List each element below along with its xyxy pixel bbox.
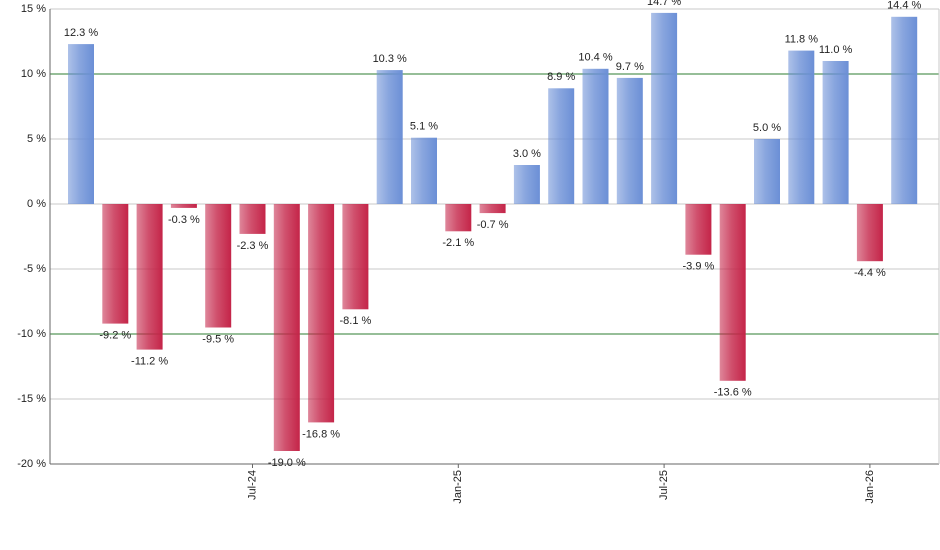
value-label: 8.9 % <box>547 71 575 83</box>
y-tick-label: 15 % <box>21 3 46 15</box>
bar <box>239 204 266 234</box>
value-label: 14.7 % <box>647 0 681 8</box>
bar <box>719 204 746 381</box>
value-label: 5.0 % <box>753 122 781 134</box>
value-label: -0.3 % <box>168 214 200 226</box>
bar <box>376 70 403 204</box>
x-tick-label: Jul-25 <box>658 470 670 500</box>
value-label: -11.2 % <box>131 356 168 368</box>
x-tick-label: Jul-24 <box>246 470 258 500</box>
bar <box>68 44 94 204</box>
bar <box>205 204 232 328</box>
bar <box>342 204 369 310</box>
y-tick-label: -20 % <box>17 458 46 470</box>
bar <box>136 204 163 350</box>
bar <box>273 204 300 451</box>
y-tick-label: 10 % <box>21 68 46 80</box>
y-tick-label: -10 % <box>17 328 46 340</box>
value-label: -0.7 % <box>477 219 509 231</box>
value-label: -19.0 % <box>268 457 306 469</box>
bar <box>308 204 335 423</box>
value-label: 5.1 % <box>410 121 438 133</box>
bar <box>513 165 540 204</box>
value-label: 10.3 % <box>373 53 407 65</box>
bar <box>548 88 575 204</box>
x-tick-label: Jan-25 <box>452 470 464 504</box>
value-label: 10.4 % <box>578 52 612 64</box>
value-label: -13.6 % <box>714 387 752 399</box>
y-tick-label: 5 % <box>27 133 46 145</box>
bar <box>582 68 609 204</box>
value-label: 14.4 % <box>887 0 921 12</box>
value-label: 11.8 % <box>785 34 819 46</box>
value-label: 12.3 % <box>64 27 98 39</box>
bar <box>754 139 780 204</box>
value-label: 3.0 % <box>513 148 541 160</box>
bar <box>102 204 129 324</box>
y-tick-label: -5 % <box>23 263 46 275</box>
bar <box>856 204 883 262</box>
value-label: -9.5 % <box>202 333 234 345</box>
value-label: -4.4 % <box>854 267 886 279</box>
bar <box>822 61 849 204</box>
bar <box>411 137 437 204</box>
bar <box>170 204 197 208</box>
x-tick-label: Jan-26 <box>864 470 876 504</box>
y-tick-label: -15 % <box>17 393 46 405</box>
bar <box>445 204 472 232</box>
value-label: -9.2 % <box>99 330 131 342</box>
bar <box>891 16 918 204</box>
bar <box>685 204 712 255</box>
value-label: -8.1 % <box>340 315 372 327</box>
value-label: 11.0 % <box>819 44 853 56</box>
y-tick-label: 0 % <box>27 198 46 210</box>
value-label: 9.7 % <box>616 61 644 73</box>
value-label: -16.8 % <box>302 428 340 440</box>
value-label: -2.3 % <box>237 240 269 252</box>
value-label: -3.9 % <box>683 261 715 273</box>
value-label: -2.1 % <box>442 237 474 249</box>
bar <box>616 77 643 204</box>
bar <box>788 50 815 204</box>
bar <box>479 204 506 214</box>
bar <box>651 12 678 205</box>
